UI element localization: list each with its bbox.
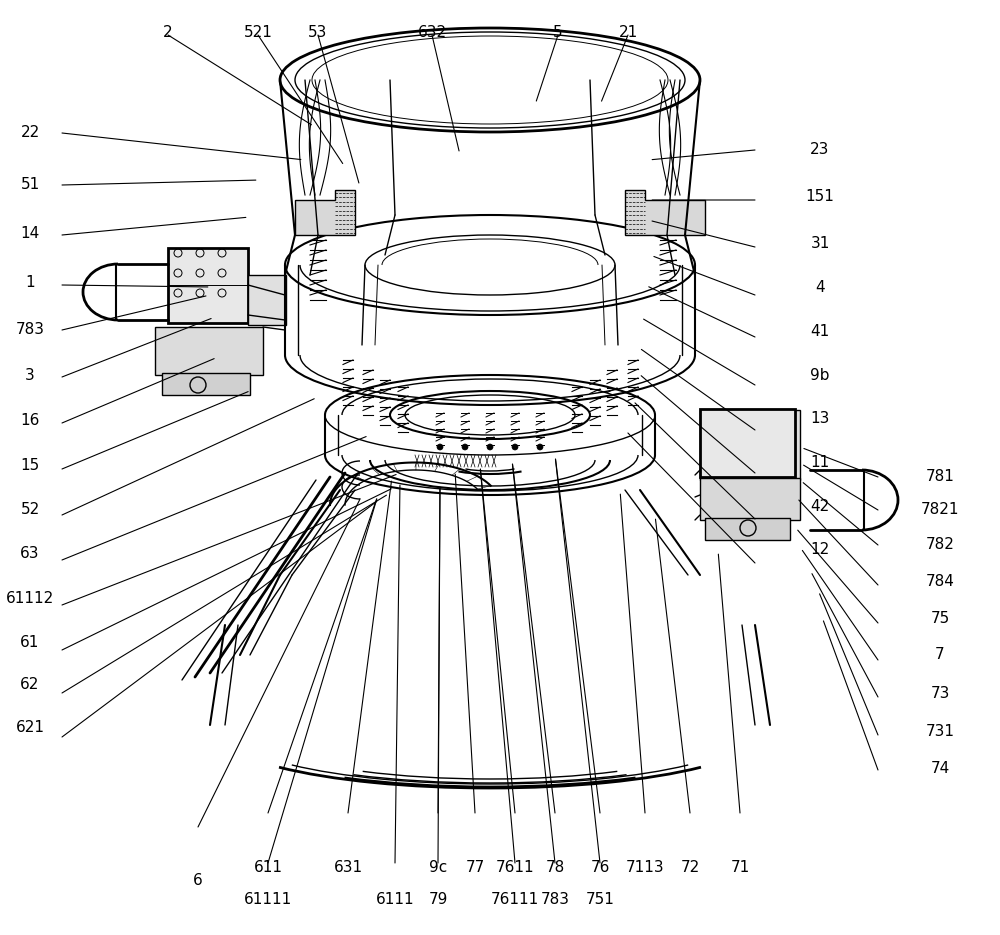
Text: 783: 783 [16,322,44,337]
Bar [155,327,263,375]
Text: 7113: 7113 [626,860,664,875]
Text: 63: 63 [20,546,40,561]
Text: 23: 23 [810,142,830,157]
Text: 52: 52 [20,502,40,517]
Text: 4: 4 [815,280,825,295]
Text: 631: 631 [333,860,363,875]
Text: 61112: 61112 [6,591,54,606]
Bar [705,518,790,540]
Text: 71: 71 [730,860,750,875]
Text: 41: 41 [810,324,830,339]
Polygon shape [295,190,355,235]
Text: 611: 611 [254,860,283,875]
Bar [162,373,250,395]
Text: 78: 78 [545,860,565,875]
Polygon shape [625,190,705,235]
Text: 61111: 61111 [244,892,292,907]
Text: 31: 31 [810,236,830,251]
Text: 53: 53 [308,25,328,40]
Text: 151: 151 [806,189,834,204]
Text: 12: 12 [810,542,830,557]
Text: 75: 75 [930,611,950,626]
Text: 76: 76 [590,860,610,875]
Circle shape [437,444,443,450]
Text: 21: 21 [618,25,638,40]
Text: 521: 521 [244,25,272,40]
Text: 16: 16 [20,413,40,428]
Circle shape [462,444,468,450]
Bar [248,275,286,325]
Bar [700,410,800,480]
Text: 632: 632 [417,25,447,40]
Text: 77: 77 [465,860,485,875]
Text: 14: 14 [20,226,40,241]
Bar [168,248,248,323]
Text: 72: 72 [680,860,700,875]
Text: 781: 781 [926,469,954,484]
Text: 6111: 6111 [376,892,414,907]
Circle shape [512,444,518,450]
Text: 731: 731 [926,724,954,739]
Text: 784: 784 [926,574,954,589]
Text: 42: 42 [810,499,830,514]
Text: 7611: 7611 [496,860,534,875]
Text: 9b: 9b [810,368,830,383]
Text: 73: 73 [930,686,950,701]
Text: 76111: 76111 [491,892,539,907]
Text: 7821: 7821 [921,502,959,517]
Text: 621: 621 [16,720,44,735]
Text: 74: 74 [930,761,950,776]
Text: 61: 61 [20,635,40,650]
Circle shape [487,444,493,450]
Text: 751: 751 [586,892,614,907]
Text: 22: 22 [20,125,40,140]
Text: 783: 783 [540,892,570,907]
Text: 6: 6 [193,873,203,888]
Text: 5: 5 [553,25,563,40]
Text: 15: 15 [20,458,40,473]
Circle shape [537,444,543,450]
Bar [700,478,800,520]
Text: 2: 2 [163,25,173,40]
Text: 782: 782 [926,537,954,552]
Text: 62: 62 [20,677,40,692]
Text: 13: 13 [810,411,830,426]
Text: 11: 11 [810,455,830,470]
Text: 3: 3 [25,368,35,383]
Text: 51: 51 [20,177,40,192]
Text: 7: 7 [935,647,945,662]
Text: 9c: 9c [429,860,447,875]
Text: 1: 1 [25,275,35,290]
Text: 79: 79 [428,892,448,907]
Bar [700,409,795,477]
